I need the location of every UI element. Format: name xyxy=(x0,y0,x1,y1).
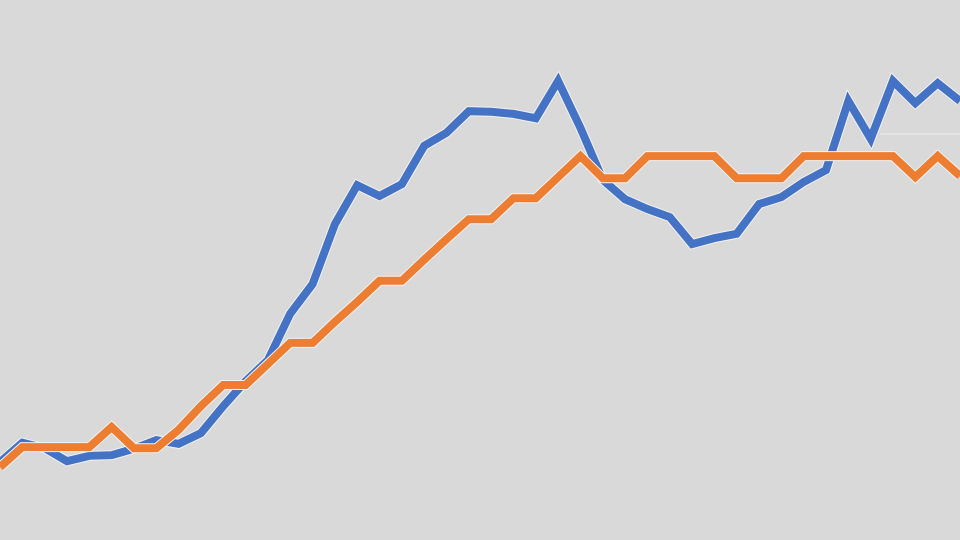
series-2-line xyxy=(0,150,960,471)
series-layer xyxy=(0,70,960,471)
